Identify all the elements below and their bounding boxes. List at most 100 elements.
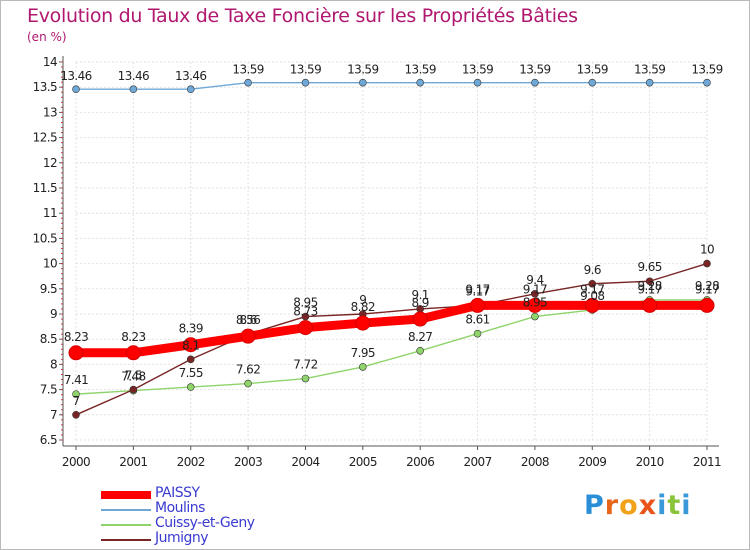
- data-point-jumigny: [531, 290, 539, 298]
- y-tick-label: 14: [43, 55, 57, 69]
- y-tick-label: 12: [43, 156, 57, 170]
- data-point-jumigny: [301, 312, 310, 321]
- data-point-paissy: [584, 297, 600, 313]
- y-tick-label: 12.5: [33, 131, 57, 145]
- x-tick-label: 2005: [349, 455, 377, 469]
- data-point-paissy: [240, 328, 256, 344]
- data-label: 9.28: [695, 279, 719, 293]
- legend-swatch: [101, 524, 151, 526]
- data-label: 9.4: [526, 273, 543, 287]
- data-label: 9.28: [637, 279, 661, 293]
- data-label: 8.27: [408, 330, 432, 344]
- data-label: 8.73: [293, 305, 317, 319]
- data-point-cuissy-et-geny: [72, 390, 80, 398]
- data-label: 10: [700, 243, 714, 257]
- data-label: 9.17: [523, 282, 547, 296]
- data-label: 13.46: [175, 69, 206, 83]
- data-label: 9.08: [580, 289, 604, 303]
- series-line-jumigny: [75, 262, 708, 416]
- data-point-jumigny: [588, 279, 597, 288]
- x-tick-label: 2007: [463, 455, 491, 469]
- legend-swatch: [101, 491, 151, 499]
- x-tick-label: 2008: [521, 455, 549, 469]
- data-label: 13.59: [232, 63, 263, 77]
- data-point-moulins: [129, 85, 138, 94]
- logo-letter: o: [619, 490, 639, 521]
- data-label: 7.48: [121, 370, 145, 384]
- chart-title: Evolution du Taux de Taxe Foncière sur l…: [27, 5, 578, 27]
- data-label: 8.82: [351, 300, 375, 314]
- data-label: 7.5: [125, 369, 142, 383]
- x-tick-label: 2004: [291, 455, 319, 469]
- data-label: 13.46: [118, 69, 149, 83]
- data-label: 9.17: [465, 282, 489, 296]
- data-label: 9.6: [584, 263, 601, 277]
- y-tick-label: 13: [43, 105, 57, 119]
- data-label: 9.65: [637, 260, 661, 274]
- data-point-moulins: [359, 78, 367, 87]
- data-point-paissy: [642, 297, 658, 313]
- data-point-paissy: [412, 311, 428, 327]
- data-label: 13.59: [462, 63, 493, 77]
- x-tick-label: 2001: [119, 455, 147, 469]
- data-label: 8.56: [236, 313, 260, 327]
- data-point-paissy: [527, 297, 543, 313]
- data-label: 7.72: [293, 358, 317, 372]
- series-line-moulins: [75, 81, 708, 90]
- data-labels: 8.23 8.238.398.568.73 8.82 8.99.17 9.17 9.17 9…: [60, 63, 723, 408]
- data-label: 7.41: [64, 373, 88, 387]
- data-label: 8.39: [179, 322, 203, 336]
- legend-label: Cuissy-et-Geny: [155, 515, 255, 531]
- logo-letter: i: [657, 490, 668, 521]
- data-point-moulins: [244, 78, 252, 87]
- data-label: 13.59: [405, 63, 436, 77]
- legend-item-moulins: Moulins: [101, 500, 301, 518]
- data-label: 8.95: [293, 296, 317, 310]
- logo-letter: P: [584, 490, 605, 521]
- legend-label: Jumigny: [155, 530, 209, 546]
- data-label: 13.59: [347, 63, 378, 77]
- data-point-jumigny: [72, 410, 80, 419]
- data-label: 9.17: [637, 282, 661, 296]
- x-tick-label: 2000: [62, 455, 90, 469]
- data-point-paissy: [470, 297, 486, 313]
- data-point-cuissy-et-geny: [531, 312, 539, 321]
- data-label: 13.59: [519, 63, 550, 77]
- x-tick-label: 2010: [636, 455, 664, 469]
- legend-label: PAISSY: [155, 485, 200, 501]
- data-label: 9.17: [695, 282, 719, 296]
- legend-label: Moulins: [155, 500, 205, 516]
- y-tick-label: 7.5: [40, 383, 57, 397]
- data-point-jumigny: [703, 259, 711, 268]
- legend-item-cuissy-et-geny: Cuissy-et-Geny: [101, 515, 301, 533]
- data-point-paissy: [183, 337, 199, 353]
- axes: 6.577.588.599.51010.51111.51212.51313.51…: [33, 55, 722, 469]
- data-label: 7.55: [179, 366, 203, 380]
- legend-swatch: [101, 539, 151, 541]
- data-point-moulins: [531, 78, 539, 87]
- logo-letter: t: [667, 490, 682, 521]
- y-tick-label: 8: [50, 357, 57, 371]
- data-point-moulins: [588, 78, 597, 87]
- y-tick-label: 13.5: [33, 80, 57, 94]
- x-tick-label: 2002: [177, 455, 205, 469]
- x-tick-label: 2009: [578, 455, 606, 469]
- data-point-jumigny: [129, 385, 138, 394]
- logo-letter: i: [681, 490, 692, 521]
- data-point-moulins: [703, 78, 711, 87]
- data-label: 7: [72, 394, 79, 408]
- data-label: 9: [359, 293, 366, 307]
- logo-letter: r: [604, 490, 620, 521]
- data-label: 13.59: [634, 63, 665, 77]
- x-tick-label: 2011: [693, 455, 721, 469]
- y-tick-label: 10.5: [33, 231, 57, 245]
- proxiti-logo: Proxiti: [584, 490, 692, 521]
- data-point-paissy: [68, 345, 84, 361]
- data-label: 7.62: [236, 363, 260, 377]
- y-tick-label: 7: [50, 408, 57, 422]
- data-point-cuissy-et-geny: [244, 379, 252, 388]
- data-point-jumigny: [645, 277, 654, 286]
- data-point-moulins: [473, 78, 482, 87]
